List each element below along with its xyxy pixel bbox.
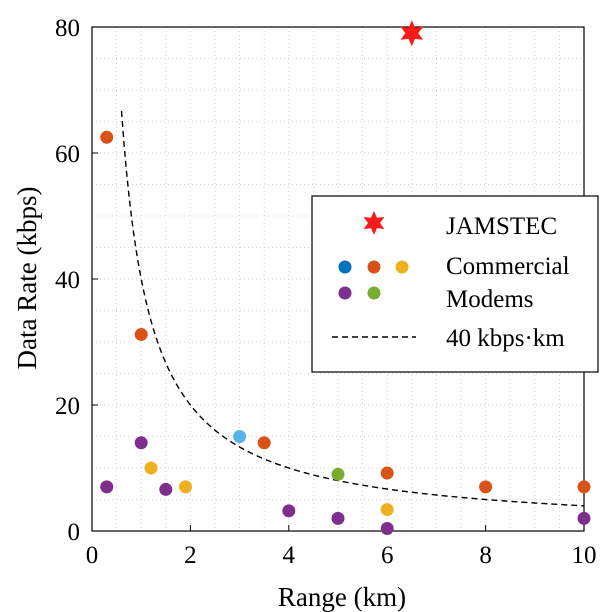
- data-point-commercial_orange: [134, 327, 148, 341]
- legend-label-jamstec: JAMSTEC: [446, 213, 557, 240]
- y-tick-label: 40: [55, 267, 80, 294]
- data-point-commercial_purple: [134, 436, 148, 450]
- axis-ticks: 0 2 4 6 8 10 0 20 40 60 80: [55, 15, 597, 569]
- data-point-commercial_yellow: [178, 480, 192, 494]
- legend-marker-commercial: [367, 260, 381, 274]
- x-axis-label: Range (km): [278, 582, 406, 612]
- legend-marker-jamstec: [363, 211, 385, 235]
- x-tick-label: 2: [184, 542, 197, 569]
- legend-label-reference: 40 kbps·km: [446, 325, 565, 352]
- x-tick-label: 0: [86, 542, 99, 569]
- data-point-commercial_purple: [282, 504, 296, 518]
- data-point-jamstec: [400, 20, 424, 47]
- data-point-commercial_yellow: [144, 461, 158, 475]
- data-point-commercial_orange: [479, 480, 493, 494]
- x-tick-label: 4: [283, 542, 296, 569]
- legend-marker-commercial: [367, 286, 381, 300]
- data-point-commercial_purple: [331, 511, 345, 525]
- data-point-commercial_yellow: [380, 503, 394, 517]
- data-point-commercial_purple: [159, 482, 173, 496]
- legend-markers: [338, 211, 409, 300]
- reference-curve-layer: [120, 110, 585, 507]
- legend-marker-commercial: [395, 260, 409, 274]
- data-point-commercial_orange: [380, 466, 394, 480]
- data-points: [100, 20, 591, 535]
- data-point-commercial_purple: [577, 511, 591, 525]
- y-axis-label: Data Rate (kbps): [12, 187, 42, 370]
- data-point-commercial_green: [331, 467, 345, 481]
- data-point-commercial_orange: [257, 436, 271, 450]
- x-tick-label: 6: [381, 542, 394, 569]
- data-point-commercial_blue: [233, 430, 247, 443]
- legend-marker-commercial: [338, 286, 352, 300]
- legend-label-commercial: Commercial: [446, 253, 570, 280]
- y-tick-label: 20: [55, 393, 80, 420]
- legend-box: [311, 195, 599, 373]
- legend: JAMSTEC Commercial Modems 40 kbps·km: [311, 195, 599, 373]
- y-tick-label: 0: [68, 519, 81, 546]
- legend-marker-commercial: [338, 260, 352, 274]
- x-tick-label: 8: [479, 542, 492, 569]
- legend-label-modems: Modems: [446, 286, 534, 313]
- reference-curve: [120, 110, 585, 507]
- data-point-commercial_orange: [100, 130, 114, 144]
- x-tick-label: 10: [572, 542, 597, 569]
- y-tick-label: 60: [55, 141, 80, 168]
- data-point-commercial_orange: [577, 480, 591, 494]
- data-point-commercial_purple: [100, 480, 114, 494]
- y-tick-label: 80: [55, 15, 80, 42]
- data-point-commercial_purple: [380, 521, 394, 535]
